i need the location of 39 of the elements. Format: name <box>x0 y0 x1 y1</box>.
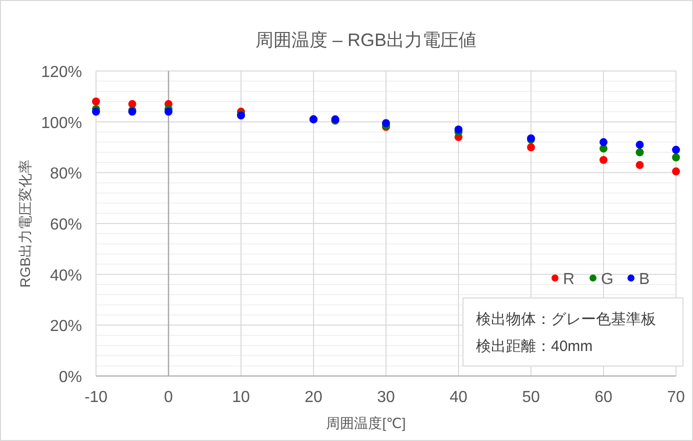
x-tick-label: 70 <box>667 389 685 406</box>
y-axis-title: RGB出力電圧変化率 <box>17 159 33 288</box>
annotation: 検出距離：40mm <box>476 338 593 355</box>
y-tick-label: 120% <box>41 64 82 81</box>
point <box>600 144 608 153</box>
point <box>164 108 172 116</box>
point <box>600 138 608 146</box>
point <box>636 140 644 149</box>
x-tick-label: 10 <box>232 389 250 406</box>
x-tick-label: -10 <box>84 389 108 406</box>
point <box>672 146 680 154</box>
point <box>92 98 100 106</box>
annotation: 検出物体：グレー色基準板 <box>476 311 656 328</box>
y-tick-label: 80% <box>50 166 82 183</box>
y-tick-label: 40% <box>50 267 82 284</box>
point <box>600 156 608 164</box>
point <box>527 143 535 152</box>
y-tick-label: 0% <box>58 369 82 386</box>
point <box>454 125 462 134</box>
x-tick-label: 50 <box>522 389 540 406</box>
legend-label: B <box>639 271 650 288</box>
x-tick-label: 20 <box>304 389 322 406</box>
x-tick-label: 0 <box>164 389 174 406</box>
legend-label: R <box>563 271 575 288</box>
point <box>636 161 644 170</box>
point <box>672 167 680 176</box>
x-tick-label: 30 <box>377 389 395 406</box>
point <box>382 119 390 128</box>
y-tick-label: 100% <box>41 114 82 132</box>
point <box>672 153 680 162</box>
legend-label: G <box>601 271 614 288</box>
point <box>636 148 644 156</box>
x-axis-title: 周囲温度[℃] <box>326 415 406 431</box>
x-tick-label: 40 <box>450 389 468 406</box>
point <box>92 108 100 116</box>
x-tick-label: 60 <box>594 389 612 406</box>
y-tick-label: 60% <box>50 216 82 234</box>
chart-title: 周囲温度 – RGB出力電圧値 <box>255 30 477 50</box>
y-tick-label: 20% <box>50 318 82 336</box>
